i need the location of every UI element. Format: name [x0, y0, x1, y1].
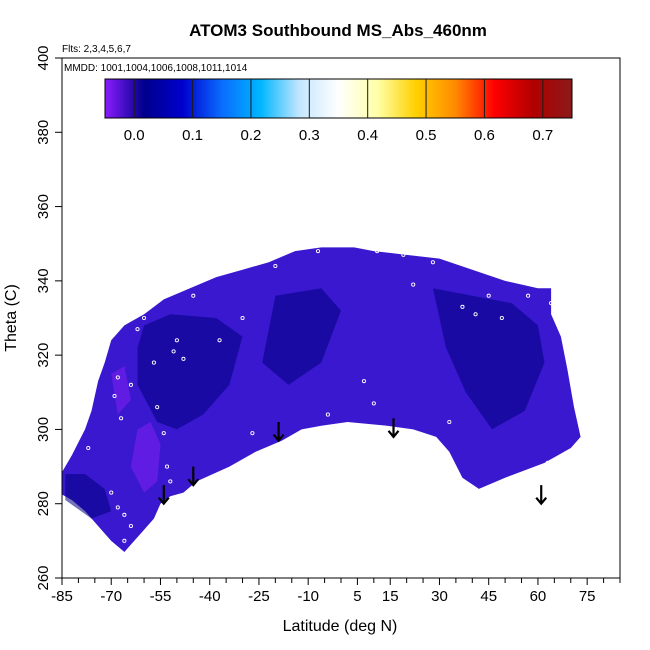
observation-point [109, 490, 114, 495]
observation-point [217, 338, 222, 343]
heatmap-field [62, 247, 581, 552]
colorbar-tick-label: 0.3 [299, 127, 320, 144]
y-tick-label: 280 [35, 491, 52, 516]
y-tick-label: 380 [35, 120, 52, 145]
colorbar-tick-label: 0.7 [532, 127, 553, 144]
dates-note: MMDD: 1001,1004,1006,1008,1011,1014 [64, 63, 248, 74]
arrow-marker [157, 485, 170, 506]
observation-point [161, 431, 166, 436]
colorbar-tick-label: 0.5 [416, 127, 437, 144]
x-tick-label: -70 [100, 588, 122, 605]
x-axis-label: Latitude (deg N) [283, 618, 398, 635]
observation-point [128, 382, 133, 387]
observation-point [184, 497, 189, 503]
arrow-marker [272, 422, 285, 443]
y-tick-label: 360 [35, 194, 52, 219]
y-tick-label: 300 [35, 417, 52, 442]
flights-note: Flts: 2,3,4,5,6,7 [62, 44, 131, 55]
arrow-marker [187, 466, 200, 487]
observation-point [151, 360, 156, 365]
observation-point [122, 512, 127, 517]
x-tick-label: -55 [150, 588, 172, 605]
observation-point [142, 315, 147, 321]
observation-point [164, 464, 170, 469]
observation-point [128, 523, 133, 529]
observation-points [86, 249, 554, 543]
x-tick-label: 60 [530, 588, 547, 605]
observation-point [371, 401, 376, 406]
y-tick-label: 340 [35, 268, 52, 293]
y-axis: 260 280 300 320 340 360 380 400 [35, 45, 62, 591]
arrow-head [187, 478, 200, 487]
y-axis-label: Theta (C) [3, 284, 20, 352]
colorbar-tick-label: 0.4 [357, 127, 378, 144]
observation-point [181, 356, 186, 361]
colorbar-tick-label: 0.2 [241, 127, 262, 144]
observation-point [171, 349, 176, 354]
x-tick-label: 5 [353, 588, 361, 605]
colorbar: 0.0 0.1 0.2 0.3 0.4 0.5 0.6 0.7 [104, 78, 573, 144]
x-tick-label: -85 [51, 588, 73, 605]
observation-point [119, 416, 124, 421]
observation-point [549, 301, 554, 306]
x-tick-label: 15 [382, 588, 399, 605]
field-light-patch [130, 422, 161, 493]
observation-point [375, 249, 380, 254]
y-tick-label: 260 [35, 565, 52, 590]
y-tick-label: 320 [35, 343, 52, 368]
observation-point [86, 445, 91, 451]
observation-point [499, 315, 504, 321]
observation-point [411, 282, 416, 287]
arrow-marker [535, 485, 548, 506]
observation-point [115, 505, 120, 510]
observation-point [447, 419, 452, 425]
colorbar-gradient [104, 78, 573, 119]
observation-point [191, 293, 196, 298]
x-tick-label: 45 [480, 588, 497, 605]
observation-point [545, 460, 550, 465]
arrow-head [272, 433, 285, 443]
x-tick-label: 30 [431, 588, 448, 605]
field-dark-patch [432, 288, 545, 430]
observation-point [401, 252, 406, 257]
observation-point [473, 312, 478, 317]
y-tick-label: 400 [35, 45, 52, 70]
observation-point [486, 293, 491, 298]
observation-point [115, 375, 120, 380]
x-tick-label: -40 [199, 588, 221, 605]
observation-point [430, 260, 435, 265]
observation-point [345, 427, 350, 432]
x-tick-label: 75 [579, 588, 596, 605]
arrow-head [535, 497, 548, 506]
observation-point [112, 393, 117, 399]
arrow-head [387, 430, 400, 439]
field-dark-patch [65, 474, 112, 519]
observation-point [325, 412, 330, 417]
observation-point [315, 249, 321, 254]
observation-point [240, 315, 245, 321]
x-tick-label: -25 [248, 588, 270, 605]
arrow-markers [157, 418, 548, 506]
observation-point [174, 338, 179, 343]
observation-point [273, 263, 278, 269]
observation-point [122, 538, 127, 543]
observation-point [361, 379, 367, 384]
colorbar-tick-label: 0.1 [182, 127, 203, 144]
colorbar-tick-label: 0.6 [474, 127, 495, 144]
x-axis: -85 -70 -55 -40 -25 -10 5 15 30 45 60 75 [51, 578, 621, 605]
observation-point [135, 327, 140, 332]
colorbar-tick-label: 0.0 [124, 127, 145, 144]
observation-point [460, 304, 465, 309]
observation-point [155, 405, 160, 410]
observation-point [526, 293, 531, 298]
field-dark-patch [262, 288, 341, 385]
arrow-head [157, 497, 170, 506]
arrow-marker [387, 418, 400, 439]
chart-title: ATOM3 Southbound MS_Abs_460nm [189, 21, 487, 40]
field-dark-patch [137, 314, 243, 430]
observation-point [250, 431, 255, 436]
observation-point [168, 479, 173, 484]
x-tick-label: -10 [297, 588, 319, 605]
